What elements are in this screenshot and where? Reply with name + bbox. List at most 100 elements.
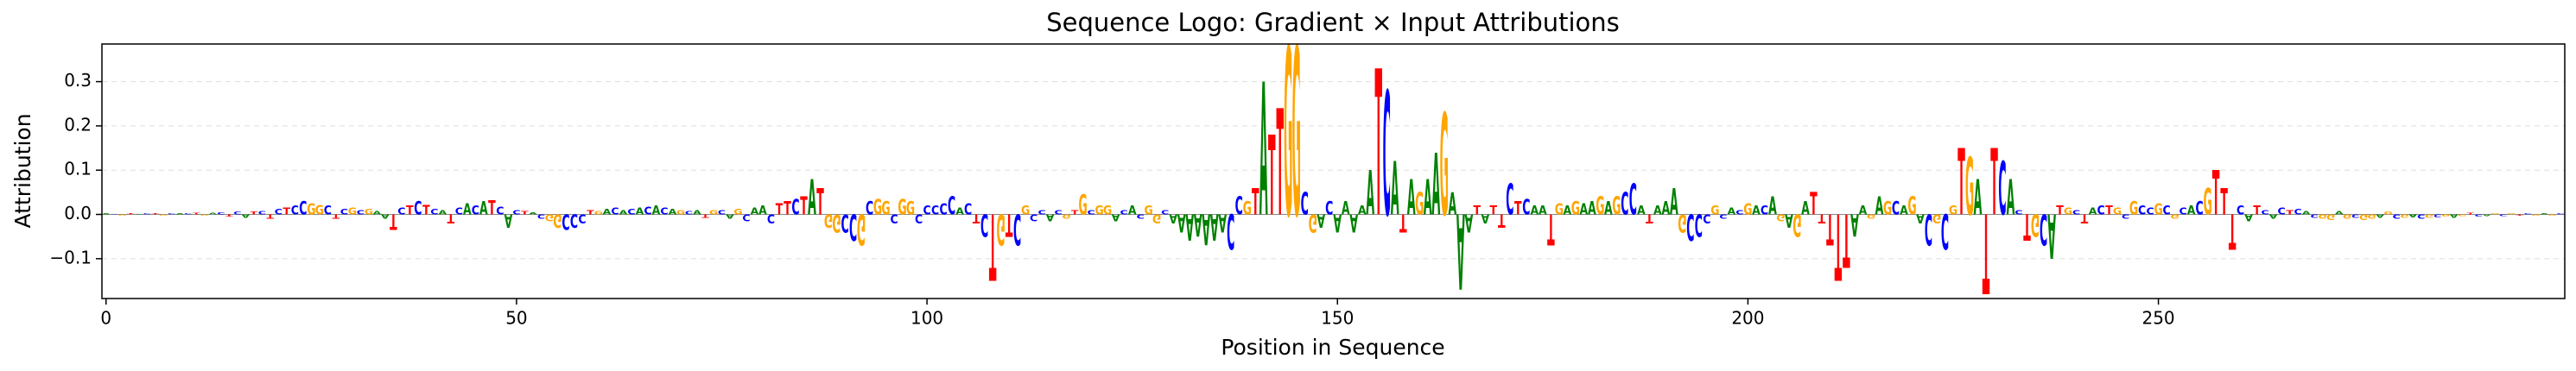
logo-letter: G [365,208,373,217]
logo-letter: A [1342,198,1350,219]
logo-letter: G [1284,0,1292,269]
logo-letter: C [2237,204,2244,218]
logo-letter: C [1761,204,1768,218]
logo-letter: G [2401,213,2409,218]
logo-letter: C [233,211,241,216]
logo-letter: T [1071,210,1079,217]
logo-letter: C [1892,198,1900,219]
logo-letter: G [200,214,209,216]
logo-letter: A [751,206,759,217]
logo-letter: T [2105,204,2113,218]
logo-letter: A [1875,193,1884,221]
logo-letter: G [1907,193,1916,221]
y-tick-label: 0.3 [64,70,92,91]
logo-letter: G [1415,187,1424,223]
logo-letter: T [333,212,340,219]
y-tick-label: 0.2 [64,114,92,135]
logo-letter: A [479,198,488,219]
logo-letter: T [784,198,791,219]
logo-letter: T [701,213,709,218]
logo-letter: A [1431,135,1440,235]
logo-letter: A [1670,182,1678,224]
logo-letter: C [1703,211,1710,224]
logo-letter: G [824,209,833,230]
logo-letter: T [2081,211,2089,224]
logo-letter: A [2269,212,2278,219]
logo-letter: C [931,204,939,218]
logo-letter: A [1046,212,1055,223]
logo-letter: G [1103,204,1112,218]
x-tick-label: 150 [1321,308,1354,329]
logo-letter: C [2138,204,2146,218]
logo-letter: C [964,200,972,218]
logo-letter: A [2089,206,2097,217]
logo-letter: T [1006,206,1013,242]
logo-letter: A [463,200,472,218]
logo-letter: C [2311,213,2319,218]
logo-letter: C [1013,204,1021,252]
logo-letter: T [1498,209,1506,230]
logo-letter: C [742,212,750,223]
logo-letter: C [685,211,693,216]
logo-letter: C [111,214,118,215]
logo-letter: A [2187,204,2196,218]
logo-letter: A [1563,204,1571,218]
logo-letter: A [1916,211,1925,224]
logo-letter: G [1555,200,1564,218]
logo-letter: C [562,209,569,234]
logo-letter: A [208,212,217,215]
x-tick-label: 50 [505,308,527,329]
logo-letter: A [1349,208,1358,236]
logo-letter: A [619,210,628,217]
logo-letter: A [2335,211,2344,216]
logo-letter: G [553,209,562,230]
logo-letter: C [1030,212,1037,223]
logo-letter: G [906,198,915,219]
logo-letter: T [1252,182,1259,224]
logo-letter: G [2203,182,2211,224]
logo-letter: G [1776,212,1785,223]
logo-letter: G [1440,85,1449,248]
logo-letter: T [2286,210,2294,217]
logo-letter: C [1301,187,1309,223]
logo-letter: C [767,211,775,224]
logo-letter: A [1407,169,1416,226]
x-tick-label: 200 [1731,308,1764,329]
logo-letter: G [1792,206,1801,242]
logo-letter: G [2129,198,2138,219]
logo-letter: G [1079,190,1088,222]
logo-letter: T [973,211,980,224]
logo-letter: T [2212,158,2220,229]
x-tick-label: 100 [910,308,943,329]
logo-letter: G [1571,198,1580,219]
logo-letter: C [2417,212,2425,219]
logo-letter: T [989,192,997,299]
logo-letter: C [2122,212,2129,219]
logo-letter: A [1785,209,1793,230]
logo-letter: G [2425,213,2433,218]
y-tick-label: 0.1 [64,159,92,179]
logo-letter: G [2359,212,2368,221]
logo-letter: C [2162,204,2170,218]
logo-letter: T [283,206,291,217]
logo-letter: C [1383,56,1391,255]
logo-letter: C [1941,203,1949,260]
logo-letter: A [1333,208,1342,236]
logo-letter: G [2441,213,2450,217]
logo-letter: C [1088,210,1095,217]
logo-letter: T [1490,204,1498,218]
logo-letter: A [2540,213,2548,215]
logo-letter: A [102,213,111,215]
logo-letter: A [1185,205,1194,248]
logo-letter: C [299,198,307,219]
logo-letter: G [2113,206,2122,217]
logo-letter: A [1424,169,1432,226]
logo-letter: C [2146,206,2154,217]
logo-letter: A [1481,211,1489,224]
logo-letter: A [1768,193,1777,221]
logo-letter: G [709,210,718,217]
logo-letter: T [422,203,430,218]
logo-letter: A [1391,148,1399,233]
logo-letter: G [2154,200,2162,218]
logo-letter: C [660,206,668,217]
